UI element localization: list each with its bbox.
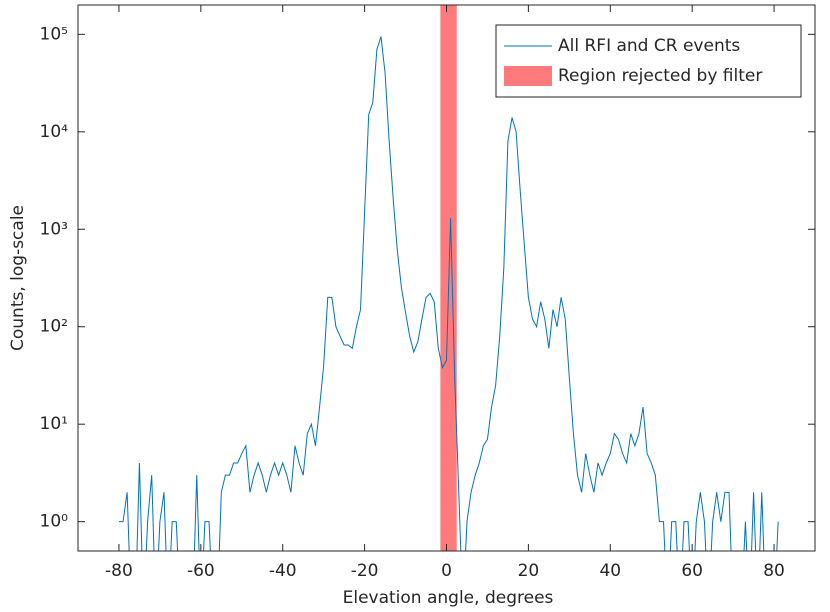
y-tick-label: 10⁴ — [40, 122, 69, 142]
x-tick-label: -60 — [187, 561, 215, 581]
data-line — [118, 36, 779, 551]
y-tick-label: 10⁰ — [40, 512, 69, 532]
y-axis-label: Counts, log-scale — [8, 205, 28, 351]
x-tick-label: -80 — [105, 561, 133, 581]
legend-label: All RFI and CR events — [558, 36, 740, 56]
x-axis-label: Elevation angle, degrees — [343, 588, 554, 608]
x-tick-label: 0 — [441, 561, 452, 581]
legend-swatch — [504, 66, 552, 86]
plot-area — [118, 5, 779, 551]
y-tick-label: 10³ — [40, 219, 68, 239]
x-tick-label: -20 — [351, 561, 379, 581]
y-tick-label: 10² — [40, 317, 68, 337]
y-tick-label: 10⁵ — [40, 24, 68, 44]
y-tick-label: 10¹ — [40, 414, 68, 434]
x-tick-label: 20 — [518, 561, 540, 581]
legend-label: Region rejected by filter — [558, 66, 762, 86]
x-tick-label: 40 — [599, 561, 621, 581]
x-tick-label: 60 — [681, 561, 703, 581]
x-tick-label: 80 — [763, 561, 785, 581]
x-tick-label: -40 — [269, 561, 297, 581]
